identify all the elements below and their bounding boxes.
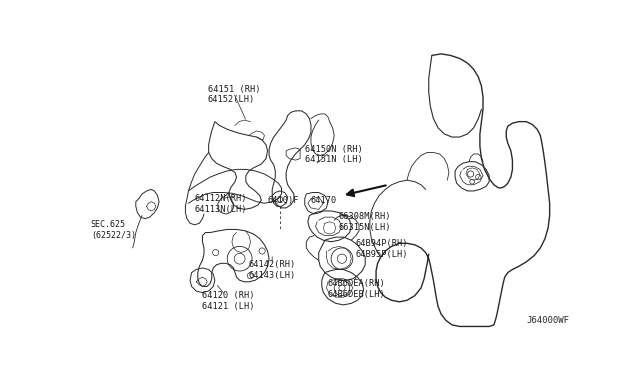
Text: 64112N(RH)
64113N(LH): 64112N(RH) 64113N(LH) [195,194,247,214]
Text: 6410)F: 6410)F [268,196,299,205]
Text: SEC.625
(62522/3): SEC.625 (62522/3) [91,220,136,240]
Text: J64000WF: J64000WF [527,316,570,325]
Text: 64142(RH)
64143(LH): 64142(RH) 64143(LH) [249,260,296,280]
Text: 64150N (RH)
64151N (LH): 64150N (RH) 64151N (LH) [305,145,362,164]
Text: 64B94P(RH)
64B95P(LH): 64B94P(RH) 64B95P(LH) [356,240,408,259]
Text: 64170: 64170 [311,196,337,205]
Text: 64151 (RH)
64152(LH): 64151 (RH) 64152(LH) [208,85,260,105]
Text: 64120 (RH)
64121 (LH): 64120 (RH) 64121 (LH) [202,291,255,311]
Text: 64B6DEA(RH)
64B6DEB(LH): 64B6DEA(RH) 64B6DEB(LH) [328,279,386,299]
Text: 66308M(RH)
66315N(LH): 66308M(RH) 66315N(LH) [339,212,391,232]
